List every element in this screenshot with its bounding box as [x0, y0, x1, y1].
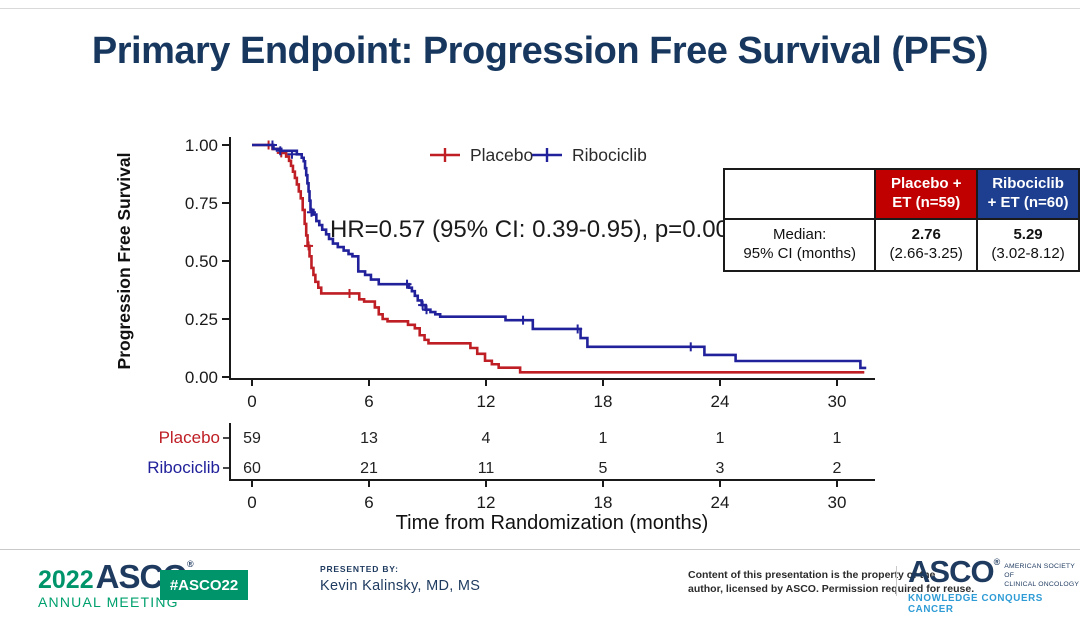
x-tick-label: 30	[828, 392, 847, 411]
ribociclib-header-line1: Ribociclib	[992, 175, 1064, 193]
x-tick-label: 18	[594, 392, 613, 411]
risk-count: 2	[833, 460, 842, 477]
censor-marks-ribociclib	[267, 140, 696, 352]
risk-count: 4	[482, 430, 491, 447]
risk-count: 5	[599, 460, 608, 477]
y-tick-label: 0.75	[185, 194, 218, 213]
risk-count: 21	[360, 460, 378, 477]
page-title: Primary Endpoint: Progression Free Survi…	[91, 30, 989, 72]
copyright-line1: Content of this presentation is the prop…	[688, 569, 936, 581]
table-header-row: Placebo + ET (n=59) Ribociclib + ET (n=6…	[722, 168, 1080, 220]
legend-label: Ribociclib	[572, 145, 647, 165]
risk-row-label: Ribociclib	[147, 458, 220, 477]
placebo-header-line1: Placebo +	[891, 175, 962, 193]
asco-tagline: KNOWLEDGE CONQUERS CANCER	[908, 592, 1043, 615]
y-tick-label: 1.00	[185, 136, 218, 155]
ribociclib-median-cell: 5.29 (3.02-8.12)	[976, 218, 1080, 272]
placebo-median-value: 2.76	[911, 226, 941, 244]
legend: Placebo Ribociclib	[430, 145, 647, 165]
y-tick-label: 0.25	[185, 310, 218, 329]
placebo-ci-value: (2.66-3.25)	[889, 245, 963, 262]
top-border-line	[0, 8, 1080, 9]
copyright-notice: Content of this presentation is the prop…	[688, 568, 974, 596]
hr-annotation: HR=0.57 (95% CI: 0.39-0.95), p=0.006	[330, 216, 742, 243]
risk-x-tick-label: 0	[247, 493, 256, 512]
y-tick-label: 0.50	[185, 252, 218, 271]
axes: 0.00 0.25 0.50 0.75 1.00 0 6 12 18 24 30 Progressio…	[114, 136, 875, 411]
presenter-name: Kevin Kalinsky, MD, MS	[320, 578, 481, 594]
asco-logo-subtext: AMERICAN SOCIETY OF CLINICAL ONCOLOGY	[1004, 563, 1080, 589]
presented-by-block: PRESENTED BY: Kevin Kalinsky, MD, MS	[320, 564, 480, 594]
risk-x-tick-label: 30	[828, 493, 847, 512]
x-axis-title: Time from Randomization (months)	[396, 512, 709, 534]
risk-count: 1	[833, 430, 842, 447]
table-corner-cell	[722, 168, 877, 220]
risk-count: 1	[599, 430, 608, 447]
km-curve-placebo	[252, 143, 865, 374]
median-label-cell: Median: 95% CI (months)	[722, 218, 877, 272]
risk-count: 13	[360, 430, 378, 447]
presented-by-label: PRESENTED BY:	[320, 564, 399, 574]
risk-x-tick-label: 12	[477, 493, 496, 512]
x-tick-label: 6	[364, 392, 373, 411]
x-tick-label: 0	[247, 392, 256, 411]
ribociclib-ci-value: (3.02-8.12)	[991, 245, 1065, 262]
risk-count: 59	[243, 430, 261, 447]
risk-row-label: Placebo	[159, 428, 220, 447]
risk-count: 60	[243, 460, 261, 477]
ribociclib-header-line2: + ET (n=60)	[987, 194, 1069, 211]
registered-mark: ®	[993, 557, 1001, 567]
footer-divider-line	[0, 549, 1080, 550]
copyright-line2: author, licensed by ASCO. Permission req…	[688, 583, 975, 596]
asco-logo-text: ASCO®	[908, 554, 1001, 589]
y-axis-title: Progression Free Survival	[114, 153, 134, 370]
km-curve-ribociclib	[252, 143, 867, 370]
asco-society-logo: ASCO® AMERICAN SOCIETY OF CLINICAL ONCOL…	[908, 554, 1080, 615]
ribociclib-median-value: 5.29	[1013, 226, 1043, 244]
x-tick-label: 24	[711, 392, 730, 411]
y-tick-label: 0.00	[185, 368, 218, 387]
risk-count: 1	[716, 430, 725, 447]
registered-mark: ®	[186, 559, 194, 569]
risk-x-tick-label: 6	[364, 493, 373, 512]
placebo-header-cell: Placebo + ET (n=59)	[874, 168, 979, 220]
table-data-row: Median: 95% CI (months) 2.76 (2.66-3.25)…	[722, 218, 1080, 272]
risk-x-tick-label: 24	[711, 493, 730, 512]
logo-year: 2022	[38, 566, 94, 594]
risk-count: 11	[478, 460, 495, 477]
logo-meeting-text: ANNUAL MEETING	[38, 594, 179, 610]
placebo-header-line2: ET (n=59)	[892, 194, 961, 211]
median-ci-table: Placebo + ET (n=59) Ribociclib + ET (n=6…	[722, 168, 1080, 272]
placebo-median-cell: 2.76 (2.66-3.25)	[874, 218, 979, 272]
km-survival-chart: 0.000.250.500.751.000 6 12 18 24 30Progressio…	[114, 136, 875, 534]
median-label-line2: 95% CI (months)	[743, 245, 856, 262]
legend-label: Placebo	[470, 145, 533, 165]
median-label-line1: Median:	[772, 226, 827, 244]
ribociclib-header-cell: Ribociclib + ET (n=60)	[976, 168, 1080, 220]
risk-x-tick-label: 18	[594, 493, 613, 512]
footer-vertical-divider	[896, 566, 897, 596]
risk-count: 3	[716, 460, 725, 477]
footer: 2022 ASCO® ANNUAL MEETING #ASCO22 PRESEN…	[0, 550, 1080, 618]
hashtag-badge: #ASCO22	[160, 570, 248, 600]
x-tick-label: 12	[477, 392, 496, 411]
